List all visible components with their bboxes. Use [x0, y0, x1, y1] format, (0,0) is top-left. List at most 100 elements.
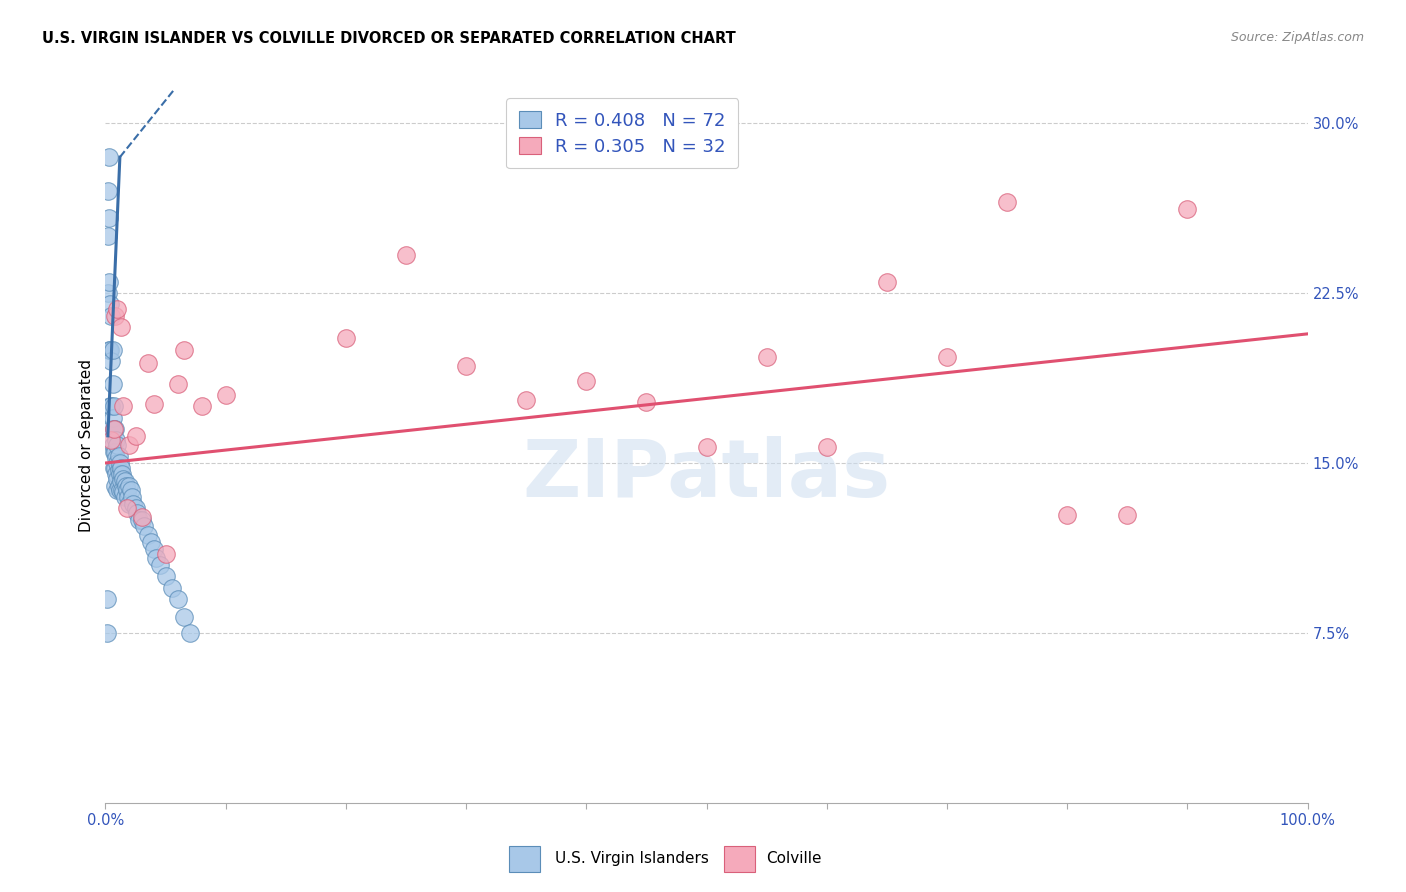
Point: [98, 150, 121, 164]
Point: [105, 434, 128, 448]
Point: [100, 400, 122, 414]
Point: [995, 195, 1018, 210]
Point: [118, 478, 141, 492]
Point: [101, 438, 124, 452]
Point: [118, 438, 141, 452]
Point: [97, 184, 120, 198]
Legend: R = 0.408   N = 72, R = 0.305   N = 32: R = 0.408 N = 72, R = 0.305 N = 32: [506, 98, 738, 169]
Point: [120, 483, 142, 498]
Text: U.S. Virgin Islanders: U.S. Virgin Islanders: [555, 851, 709, 865]
Point: [98, 400, 121, 414]
Point: [160, 581, 183, 595]
Point: [103, 422, 125, 436]
Point: [103, 460, 125, 475]
Point: [101, 410, 124, 425]
Point: [107, 301, 129, 316]
Point: [122, 497, 145, 511]
Point: [214, 388, 236, 402]
Point: [128, 513, 150, 527]
Point: [148, 558, 170, 572]
Point: [96, 591, 118, 606]
Point: [100, 354, 122, 368]
Point: [114, 474, 136, 488]
Point: [107, 449, 129, 463]
Point: [155, 547, 177, 561]
Point: [131, 510, 153, 524]
Point: [755, 350, 778, 364]
Point: [108, 483, 131, 498]
Point: [107, 438, 129, 452]
Text: Colville: Colville: [766, 851, 821, 865]
Point: [115, 483, 138, 498]
Point: [100, 434, 122, 448]
Point: [124, 429, 146, 443]
Point: [101, 376, 124, 391]
Point: [110, 320, 132, 334]
Point: [104, 422, 127, 436]
Text: Source: ZipAtlas.com: Source: ZipAtlas.com: [1230, 31, 1364, 45]
Point: [145, 551, 167, 566]
Point: [115, 478, 138, 492]
Point: [97, 286, 120, 301]
Point: [124, 501, 146, 516]
Point: [575, 375, 598, 389]
Point: [107, 483, 129, 498]
Point: [166, 376, 188, 391]
Point: [1056, 508, 1078, 522]
FancyBboxPatch shape: [724, 846, 755, 872]
Point: [112, 472, 135, 486]
Point: [107, 478, 129, 492]
Point: [101, 343, 124, 357]
Point: [117, 490, 139, 504]
Point: [136, 528, 159, 542]
Point: [98, 343, 121, 357]
Point: [107, 463, 129, 477]
Point: [96, 626, 118, 640]
Point: [100, 422, 122, 436]
Point: [936, 350, 959, 364]
Point: [132, 519, 155, 533]
Point: [104, 460, 127, 475]
Point: [110, 474, 132, 488]
Point: [105, 467, 128, 482]
Text: ZIPatlas: ZIPatlas: [523, 435, 890, 514]
Point: [103, 444, 125, 458]
Point: [1175, 202, 1198, 217]
Point: [97, 229, 120, 244]
Point: [815, 440, 838, 454]
Point: [173, 610, 195, 624]
Text: U.S. VIRGIN ISLANDER VS COLVILLE DIVORCED OR SEPARATED CORRELATION CHART: U.S. VIRGIN ISLANDER VS COLVILLE DIVORCE…: [42, 31, 735, 46]
Point: [112, 485, 135, 500]
Point: [110, 460, 132, 475]
Y-axis label: Divorced or Separated: Divorced or Separated: [79, 359, 94, 533]
Point: [98, 275, 121, 289]
Point: [139, 535, 162, 549]
Point: [696, 440, 718, 454]
Point: [108, 467, 131, 482]
Point: [104, 309, 127, 323]
Point: [104, 444, 127, 458]
Point: [118, 497, 141, 511]
Point: [1116, 508, 1139, 522]
Point: [515, 392, 537, 407]
Point: [100, 309, 122, 323]
Point: [136, 356, 159, 370]
Point: [98, 343, 121, 357]
Point: [190, 400, 212, 414]
Point: [115, 501, 138, 516]
Point: [395, 247, 418, 261]
Point: [876, 275, 898, 289]
Point: [121, 490, 143, 504]
Point: [636, 394, 658, 409]
Point: [111, 483, 134, 498]
Point: [98, 297, 121, 311]
Point: [108, 456, 131, 470]
FancyBboxPatch shape: [509, 846, 540, 872]
Point: [454, 359, 477, 373]
Point: [105, 451, 128, 466]
Point: [103, 400, 125, 414]
Point: [142, 397, 165, 411]
Point: [111, 467, 134, 482]
Point: [131, 513, 153, 527]
Point: [114, 490, 136, 504]
